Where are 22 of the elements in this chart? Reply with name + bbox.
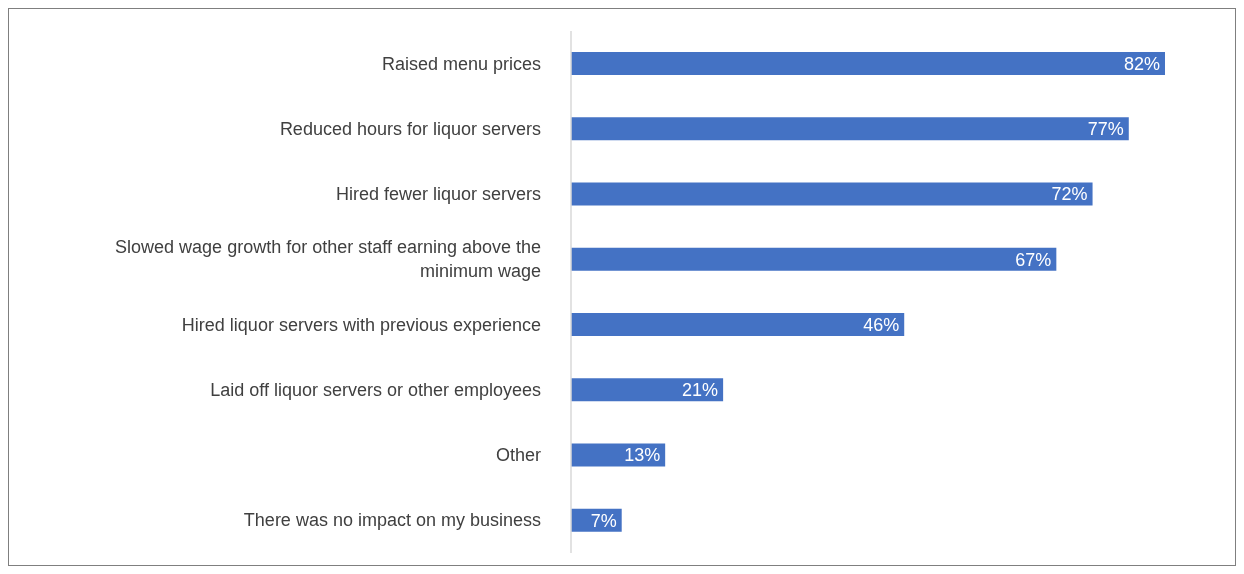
data-label: 7% [590,510,617,531]
y-tick-label: Laid off liquor servers or other employees [210,379,541,400]
data-label: 21% [682,380,719,401]
bar [571,313,905,336]
data-label: 13% [624,445,661,466]
y-tick-label: Hired liquor servers with previous experience [181,314,541,335]
bar [571,117,1129,141]
y-tick-label: Other [495,445,541,466]
y-tick-label: Hired fewer liquor servers [335,184,541,205]
y-tick-label: Reduced hours for liquor servers [279,118,541,139]
data-label: 77% [1087,119,1124,140]
bar [571,182,1093,206]
y-tick-label: Raised menu prices [381,53,541,74]
y-tick-label: There was no impact on my business [243,510,541,531]
data-label: 46% [863,314,900,335]
bar [571,247,1057,271]
data-label: 72% [1051,184,1088,205]
bar [571,378,724,402]
data-label: 67% [1015,249,1052,270]
bar [571,52,1165,75]
y-tick-label: Slowed wage growth for other staff earning above the minimum wage [115,237,541,282]
data-label: 82% [1123,53,1160,74]
